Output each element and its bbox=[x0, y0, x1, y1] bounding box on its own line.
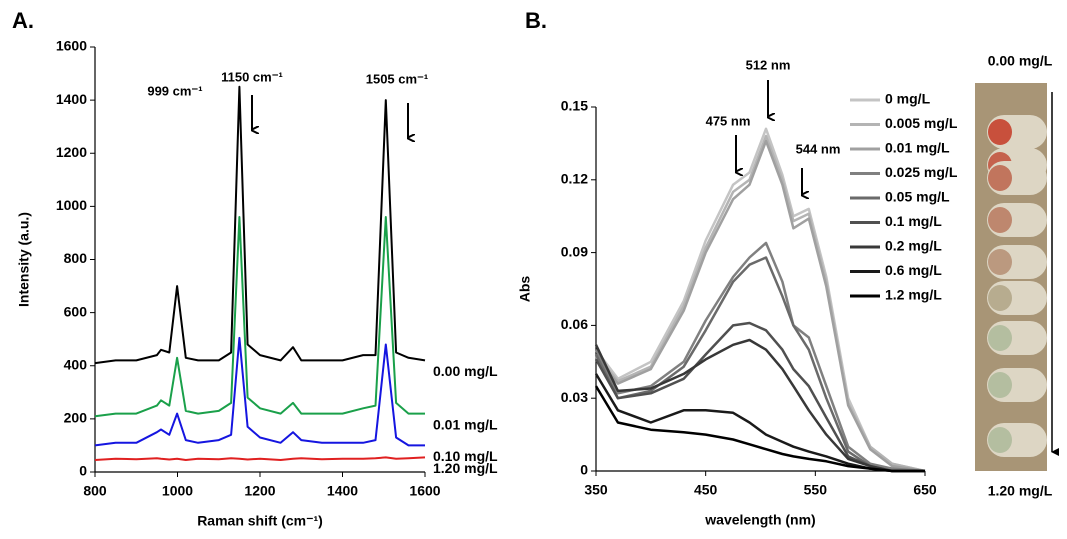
x-tick-label: 1000 bbox=[162, 483, 193, 499]
x-tick-label: 1600 bbox=[409, 483, 440, 499]
series-label: 0.10 mg/L bbox=[433, 448, 498, 464]
legend-label: 0.025 mg/L bbox=[885, 164, 958, 180]
annotation: 475 nm bbox=[706, 113, 751, 128]
y-tick-label: 800 bbox=[64, 250, 88, 266]
y-tick-label: 0 bbox=[79, 463, 87, 479]
series-line bbox=[94, 456, 426, 461]
x-tick-label: 550 bbox=[804, 482, 828, 498]
y-tick-label: 0.15 bbox=[561, 98, 588, 114]
series-line bbox=[594, 338, 925, 473]
tube-sample bbox=[988, 249, 1012, 275]
legend-label: 0.01 mg/L bbox=[885, 140, 950, 156]
y-tick-label: 0.06 bbox=[561, 316, 588, 332]
series-line bbox=[594, 241, 926, 473]
tube-sample bbox=[988, 372, 1012, 398]
annotation: 1150 cm⁻¹ bbox=[221, 69, 283, 84]
y-tick-label: 1400 bbox=[56, 91, 87, 107]
tube-sample bbox=[988, 427, 1012, 453]
x-axis-title: wavelength (nm) bbox=[704, 512, 815, 528]
panel-label: A. bbox=[12, 8, 34, 33]
x-tick-label: 1200 bbox=[244, 483, 275, 499]
annotation: 512 nm bbox=[746, 57, 791, 72]
legend-label: 0.005 mg/L bbox=[885, 115, 958, 131]
x-tick-label: 800 bbox=[83, 483, 107, 499]
y-tick-label: 200 bbox=[64, 410, 88, 426]
legend-label: 1.2 mg/L bbox=[885, 287, 942, 303]
y-axis-title: Intensity (a.u.) bbox=[16, 212, 32, 307]
series-line bbox=[94, 336, 425, 447]
y-tick-label: 1000 bbox=[56, 197, 87, 213]
legend-label: 0.05 mg/L bbox=[885, 189, 950, 205]
series-label: 0.01 mg/L bbox=[433, 416, 498, 432]
x-tick-label: 350 bbox=[584, 482, 608, 498]
x-tick-label: 1400 bbox=[327, 483, 358, 499]
annotation: 1505 cm⁻¹ bbox=[366, 71, 429, 86]
legend-label: 0.1 mg/L bbox=[885, 213, 942, 229]
y-tick-label: 0.12 bbox=[561, 171, 588, 187]
annotation: 999 cm⁻¹ bbox=[147, 83, 202, 98]
y-tick-label: 1200 bbox=[56, 144, 87, 160]
series-line bbox=[94, 216, 425, 418]
series-line bbox=[595, 139, 926, 473]
tube-sample bbox=[988, 165, 1012, 191]
x-tick-label: 450 bbox=[694, 482, 718, 498]
tube-sample bbox=[988, 325, 1012, 351]
y-tick-label: 400 bbox=[64, 356, 88, 372]
panel-label: B. bbox=[525, 8, 547, 33]
y-tick-label: 600 bbox=[64, 303, 88, 319]
photo: 0.00 mg/L 1.20 mg/L bbox=[975, 53, 1059, 499]
tube-sample bbox=[988, 119, 1012, 145]
x-tick-label: 650 bbox=[913, 482, 937, 498]
legend-label: 0.2 mg/L bbox=[885, 238, 942, 254]
series-line bbox=[594, 385, 925, 473]
series-line bbox=[594, 256, 925, 473]
series-line bbox=[94, 85, 426, 365]
series-label: 1.20 mg/L bbox=[433, 460, 498, 476]
series-label: 0.00 mg/L bbox=[433, 363, 498, 379]
y-tick-label: 1600 bbox=[56, 38, 87, 54]
y-tick-label: 0.09 bbox=[561, 243, 588, 259]
photo-bottom-label: 1.20 mg/L bbox=[988, 483, 1053, 499]
annotation: 544 nm bbox=[796, 141, 841, 156]
y-tick-label: 0 bbox=[580, 462, 588, 478]
tube-sample bbox=[988, 285, 1012, 311]
tube-sample bbox=[988, 207, 1012, 233]
legend-label: 0 mg/L bbox=[885, 91, 931, 107]
x-axis-title: Raman shift (cm⁻¹) bbox=[197, 513, 323, 529]
legend-label: 0.6 mg/L bbox=[885, 262, 942, 278]
y-tick-label: 0.03 bbox=[561, 389, 588, 405]
y-axis-title: Abs bbox=[517, 276, 533, 303]
photo-top-label: 0.00 mg/L bbox=[988, 53, 1053, 69]
